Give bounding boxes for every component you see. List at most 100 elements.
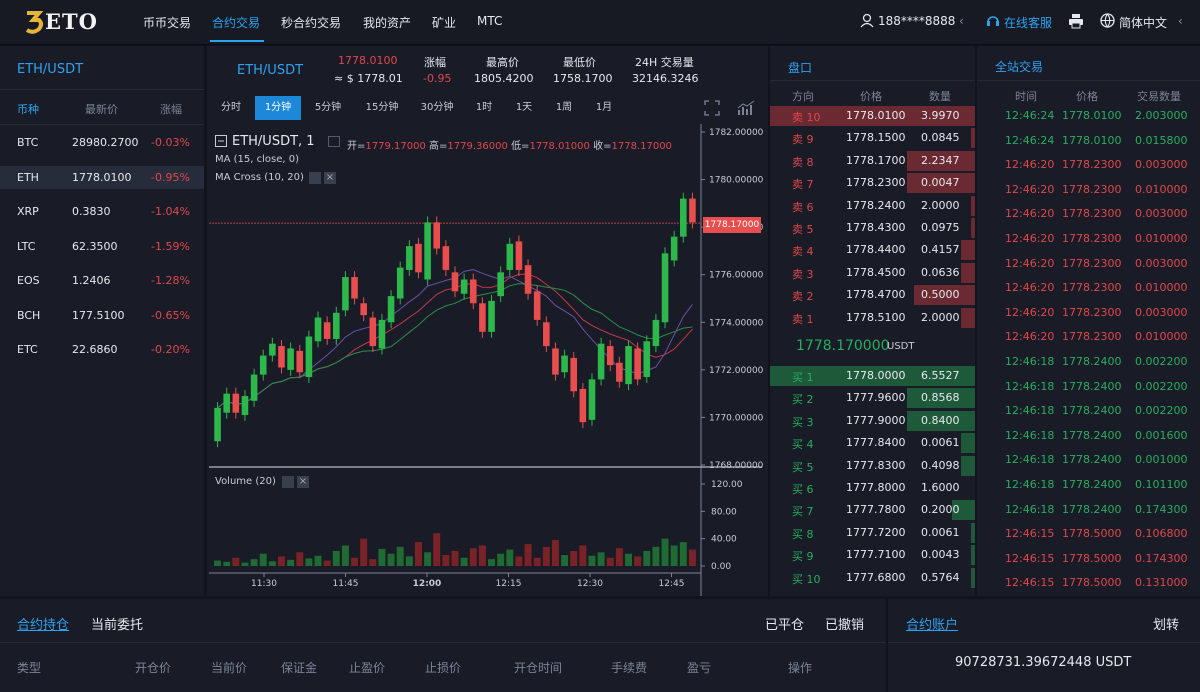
trade-row: 12:46:20 1778.2300 0.003000 [977, 301, 1200, 325]
trade-qty: 0.002200 [1135, 355, 1188, 368]
online-service-link[interactable]: 在线客服 [1004, 16, 1053, 30]
tab-closed[interactable]: 已平仓 [765, 618, 805, 633]
bid-row[interactable]: 买 2 1777.9600 0.8568 [770, 387, 975, 409]
book-qty: 0.8568 [921, 391, 960, 405]
candlestick-chart[interactable]: 1782.000001780.000001778.000001776.00000… [207, 124, 768, 596]
user-account[interactable]: 188****8888 [878, 14, 956, 28]
bid-row[interactable]: 买 10 1777.6800 0.5764 [770, 567, 975, 589]
tab-holdings[interactable]: 合约持仓 [17, 618, 70, 633]
ask-row[interactable]: 卖 10 1778.0100 3.9970 [770, 105, 975, 127]
nav-spot-trading[interactable]: 币币交易 [143, 16, 192, 30]
tf-1month[interactable]: 1月 [595, 102, 613, 113]
volume-settings-icon[interactable] [282, 476, 294, 488]
candle-body [506, 243, 514, 270]
market-row[interactable]: BCH 177.5100 -0.65% [0, 304, 204, 327]
market-change: -0.20% [151, 343, 190, 356]
time-tick-label: 11:45 [333, 579, 359, 589]
book-price: 1777.6800 [846, 570, 906, 584]
nav-contract-trading[interactable]: 合约交易 [212, 16, 261, 30]
market-change: -1.04% [151, 205, 190, 218]
transfer-button[interactable]: 划转 [1153, 618, 1180, 633]
open-value: 1779.17000 [365, 141, 426, 152]
bid-row[interactable]: 买 3 1777.9000 0.8400 [770, 410, 975, 432]
collapse-legend-icon[interactable] [215, 135, 227, 150]
trade-row: 12:46:15 1778.5000 0.106800 [977, 522, 1200, 546]
fullscreen-icon[interactable] [704, 100, 720, 119]
tf-5min[interactable]: 5分钟 [314, 102, 342, 113]
printer-icon[interactable] [1068, 13, 1084, 32]
nav-active-underline [210, 40, 264, 42]
account-title[interactable]: 合约账户 [906, 618, 959, 633]
book-side: 买 4 [792, 438, 814, 452]
market-row[interactable]: BTC 28980.2700 -0.03% [0, 131, 204, 154]
tf-1week[interactable]: 1周 [555, 102, 573, 113]
trade-time: 12:46:20 [1005, 305, 1055, 319]
candle-body [332, 312, 340, 339]
market-row[interactable]: ETH 1778.0100 -0.95% [0, 165, 204, 189]
ma-cross-close-icon[interactable]: × [324, 172, 336, 184]
book-qty: 0.0061 [921, 436, 960, 450]
bid-row[interactable]: 买 5 1777.8300 0.4098 [770, 455, 975, 477]
tab-current-orders[interactable]: 当前委托 [91, 618, 144, 633]
chevron-left-icon[interactable]: ‹ [959, 14, 964, 28]
bid-row[interactable]: 买 4 1777.8400 0.0061 [770, 432, 975, 454]
ma-cross-settings-icon[interactable] [309, 172, 321, 184]
eto-logo[interactable]: ETO [25, 8, 115, 36]
bid-row[interactable]: 买 7 1777.7800 0.2000 [770, 499, 975, 521]
user-icon[interactable] [860, 13, 874, 31]
tf-1hour[interactable]: 1时 [475, 102, 493, 113]
market-row[interactable]: LTC 62.3500 -1.59% [0, 235, 204, 258]
tf-1day[interactable]: 1天 [515, 102, 533, 113]
ask-row[interactable]: 卖 3 1778.4500 0.0636 [770, 262, 975, 284]
candle-body [570, 357, 578, 392]
trade-qty: 0.003000 [1135, 305, 1188, 319]
volume-close-icon[interactable]: × [297, 476, 309, 488]
market-row[interactable]: ETC 22.6860 -0.20% [0, 338, 204, 361]
positions-header-cell: 止盈价 [349, 661, 386, 675]
book-price: 1777.8000 [846, 481, 906, 494]
ask-row[interactable]: 卖 8 1778.1700 2.2347 [770, 150, 975, 172]
nav-mtc[interactable]: MTC [477, 14, 503, 28]
trade-time: 12:46:18 [1005, 478, 1055, 491]
ask-row[interactable]: 卖 2 1778.4700 0.5000 [770, 284, 975, 306]
volume-bar [314, 555, 322, 566]
ask-row[interactable]: 卖 7 1778.2300 0.0047 [770, 172, 975, 194]
tf-15min[interactable]: 15分钟 [365, 102, 399, 113]
nav-second-contract[interactable]: 秒合约交易 [281, 16, 342, 30]
ask-row[interactable]: 卖 9 1778.1500 0.0845 [770, 127, 975, 149]
ask-row[interactable]: 卖 5 1778.4300 0.0975 [770, 217, 975, 239]
indicator-chart-icon[interactable] [737, 100, 755, 119]
legend-settings-icon[interactable] [328, 136, 340, 147]
price-tick-label: 1774.00000 [709, 318, 764, 328]
trade-time: 12:46:24 [1005, 133, 1055, 147]
bid-row[interactable]: 买 1 1778.0000 6.5527 [770, 365, 975, 387]
market-row[interactable]: EOS 1.2406 -1.28% [0, 269, 204, 292]
ask-row[interactable]: 卖 4 1778.4400 0.4157 [770, 239, 975, 261]
book-qty: 0.8400 [921, 413, 960, 427]
ask-row[interactable]: 卖 6 1778.2400 2.0000 [770, 195, 975, 217]
nav-mining[interactable]: 矿业 [432, 16, 457, 30]
tab-cancelled[interactable]: 已撤销 [825, 618, 865, 633]
candle-body [524, 265, 532, 294]
trade-price: 1778.2400 [1062, 355, 1122, 368]
bid-row[interactable]: 买 8 1777.7200 0.0061 [770, 522, 975, 544]
ask-row[interactable]: 卖 1 1778.5100 2.0000 [770, 307, 975, 329]
bid-row[interactable]: 买 6 1777.8000 1.6000 [770, 477, 975, 499]
book-price: 1777.7800 [846, 503, 906, 517]
tf-30min[interactable]: 30分钟 [420, 102, 454, 113]
time-tick-label: 11:30 [251, 579, 277, 589]
globe-icon[interactable] [1100, 13, 1115, 31]
volume-tick-label: 80.00 [711, 507, 737, 517]
candle-body [497, 272, 504, 297]
bid-row[interactable]: 买 9 1777.7100 0.0043 [770, 544, 975, 566]
market-row[interactable]: XRP 0.3830 -1.04% [0, 200, 204, 223]
depth-bar [907, 410, 975, 431]
headset-icon[interactable] [986, 14, 1000, 31]
tf-timeline[interactable]: 分时 [221, 102, 241, 113]
nav-my-assets[interactable]: 我的资产 [363, 16, 412, 30]
language-selector[interactable]: 简体中文 [1119, 16, 1168, 30]
tf-1min[interactable]: 1分钟 [255, 96, 301, 120]
chevron-left-icon[interactable]: ‹ [1178, 14, 1183, 28]
volume-bar [451, 550, 459, 566]
volume-bar [396, 546, 404, 566]
